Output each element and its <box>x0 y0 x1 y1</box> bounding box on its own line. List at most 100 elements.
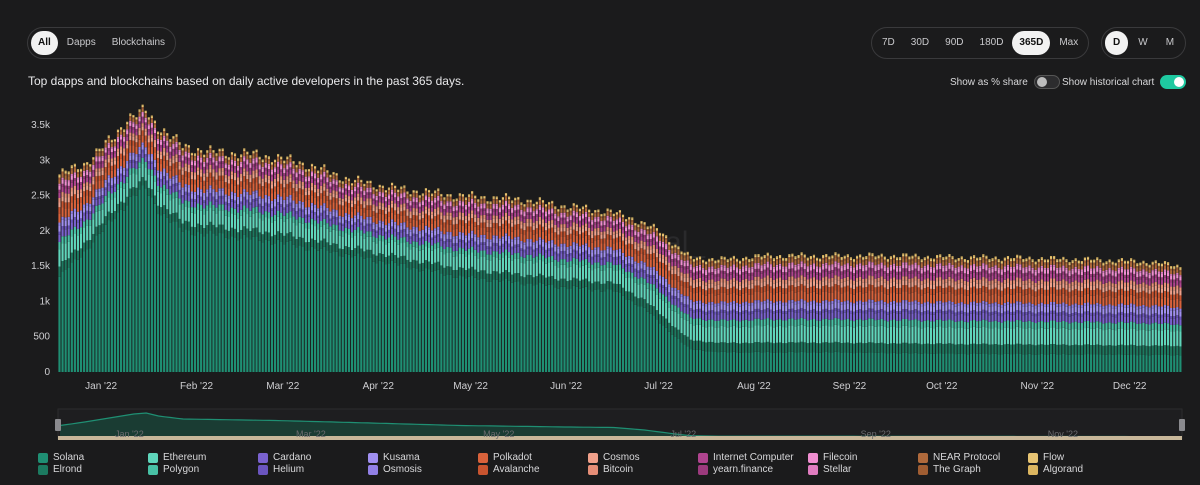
bar-segment-cosmos[interactable] <box>295 187 298 192</box>
bar-segment-polygon[interactable] <box>172 192 175 199</box>
bar-segment-avalanche[interactable] <box>403 210 406 216</box>
bar-segment-stellar[interactable] <box>227 164 230 167</box>
bar-segment-yearn-finance[interactable] <box>714 274 717 278</box>
bar-segment-elrond[interactable] <box>591 283 594 292</box>
bar-segment-the-graph[interactable] <box>350 185 354 187</box>
bar-segment-avalanche[interactable] <box>532 229 535 235</box>
bar-segment-internet-computer[interactable] <box>147 131 150 136</box>
bar-segment-filecoin[interactable] <box>203 163 206 167</box>
bar-segment-helium[interactable] <box>766 308 769 312</box>
bar-segment-kusama[interactable] <box>501 238 504 244</box>
bar-segment-flow[interactable] <box>477 200 480 202</box>
bar-segment-stellar[interactable] <box>489 208 492 211</box>
bar-segment-solana[interactable] <box>354 255 357 372</box>
bar-segment-algorand[interactable] <box>711 258 714 259</box>
bar-segment-the-graph[interactable] <box>160 134 163 137</box>
bar-segment-ethereum[interactable] <box>532 263 535 278</box>
bar-segment-near-protocol[interactable] <box>514 201 517 206</box>
bar-segment-helium[interactable] <box>668 292 671 295</box>
bar-segment-helium[interactable] <box>492 242 495 246</box>
bar-segment-polygon[interactable] <box>280 212 283 219</box>
bar-segment-elrond[interactable] <box>67 258 70 268</box>
bar-segment-filecoin[interactable] <box>467 203 471 207</box>
bar-segment-polkadot[interactable] <box>548 233 551 241</box>
bar-segment-stellar[interactable] <box>320 174 323 177</box>
bar-segment-near-protocol[interactable] <box>591 216 594 221</box>
bar-segment-bitcoin[interactable] <box>270 181 274 185</box>
bar-segment-avalanche[interactable] <box>637 250 640 256</box>
bar-segment-cosmos[interactable] <box>705 285 708 291</box>
bar-segment-osmosis[interactable] <box>508 236 511 239</box>
bar-segment-internet-computer[interactable] <box>255 165 258 170</box>
bar-segment-ethereum[interactable] <box>381 241 384 254</box>
bar-segment-polygon[interactable] <box>606 261 609 268</box>
bar-segment-yearn-finance[interactable] <box>350 194 354 197</box>
bar-segment-filecoin[interactable] <box>258 166 261 170</box>
bar-segment-stellar[interactable] <box>160 139 163 142</box>
bar-segment-kusama[interactable] <box>400 225 403 230</box>
bar-segment-elrond[interactable] <box>261 234 264 243</box>
bar-segment-flow[interactable] <box>104 140 107 143</box>
bar-segment-cardano[interactable] <box>640 271 643 278</box>
bar-segment-elrond[interactable] <box>317 242 320 251</box>
bar-segment-solana[interactable] <box>323 246 326 372</box>
bar-segment-solana[interactable] <box>748 352 751 372</box>
bar-segment-helium[interactable] <box>674 296 677 299</box>
bar-segment-internet-computer[interactable] <box>480 211 483 216</box>
bar-segment-elrond[interactable] <box>338 248 341 257</box>
bar-segment-cosmos[interactable] <box>471 213 474 219</box>
bar-segment-stellar[interactable] <box>461 201 464 204</box>
bar-segment-internet-computer[interactable] <box>113 153 116 158</box>
bar-segment-stellar[interactable] <box>625 226 628 228</box>
bar-segment-near-protocol[interactable] <box>646 230 649 235</box>
bar-segment-elrond[interactable] <box>754 342 757 352</box>
bar-segment-near-protocol[interactable] <box>671 250 674 254</box>
bar-segment-cosmos[interactable] <box>541 222 545 227</box>
bar-segment-cosmos[interactable] <box>717 284 720 290</box>
bar-segment-flow[interactable] <box>575 205 578 208</box>
bar-segment-ethereum[interactable] <box>775 326 779 343</box>
bar-segment-cardano[interactable] <box>677 301 680 308</box>
bar-segment-ethereum[interactable] <box>304 228 307 243</box>
bar-segment-solana[interactable] <box>215 235 218 372</box>
bar-segment-near-protocol[interactable] <box>535 205 538 210</box>
bar-segment-helium[interactable] <box>508 243 511 247</box>
bar-segment-avalanche[interactable] <box>797 286 800 292</box>
bar-segment-yearn-finance[interactable] <box>160 144 163 148</box>
bar-segment-avalanche[interactable] <box>92 184 95 190</box>
bar-segment-near-protocol[interactable] <box>809 260 812 265</box>
bar-segment-bitcoin[interactable] <box>434 208 437 213</box>
bar-segment-avalanche[interactable] <box>437 214 440 220</box>
bar-segment-helium[interactable] <box>575 250 578 254</box>
bar-segment-kusama[interactable] <box>384 227 387 232</box>
bar-segment-filecoin[interactable] <box>600 222 603 226</box>
bar-segment-cardano[interactable] <box>757 311 760 319</box>
bar-segment-polygon[interactable] <box>76 228 80 236</box>
bar-segment-near-protocol[interactable] <box>357 179 360 183</box>
bar-segment-elrond[interactable] <box>634 296 637 305</box>
bar-segment-near-protocol[interactable] <box>286 160 289 165</box>
bar-segment-elrond[interactable] <box>218 224 221 234</box>
bar-segment-osmosis[interactable] <box>791 299 794 303</box>
bar-segment-polkadot[interactable] <box>163 160 166 169</box>
bar-segment-solana[interactable] <box>397 265 400 372</box>
bar-segment-flow[interactable] <box>307 169 310 172</box>
bar-segment-near-protocol[interactable] <box>594 213 597 218</box>
bar-segment-cosmos[interactable] <box>360 200 363 205</box>
bar-segment-flow[interactable] <box>566 210 569 212</box>
bar-segment-cardano[interactable] <box>609 256 612 263</box>
bar-segment-kusama[interactable] <box>677 292 680 299</box>
bar-segment-internet-computer[interactable] <box>621 229 625 234</box>
bar-segment-internet-computer[interactable] <box>800 270 803 276</box>
bar-segment-kusama[interactable] <box>815 305 819 311</box>
bar-segment-cardano[interactable] <box>501 246 504 253</box>
filter-tab-dapps[interactable]: Dapps <box>66 37 96 48</box>
bar-segment-filecoin[interactable] <box>323 173 326 177</box>
bar-segment-cardano[interactable] <box>646 276 649 283</box>
bar-segment-internet-computer[interactable] <box>175 149 178 155</box>
bar-segment-polkadot[interactable] <box>572 234 575 243</box>
bar-segment-stellar[interactable] <box>803 263 806 266</box>
bar-segment-yearn-finance[interactable] <box>424 200 428 203</box>
bar-segment-osmosis[interactable] <box>163 168 166 172</box>
bar-segment-cardano[interactable] <box>560 253 563 260</box>
